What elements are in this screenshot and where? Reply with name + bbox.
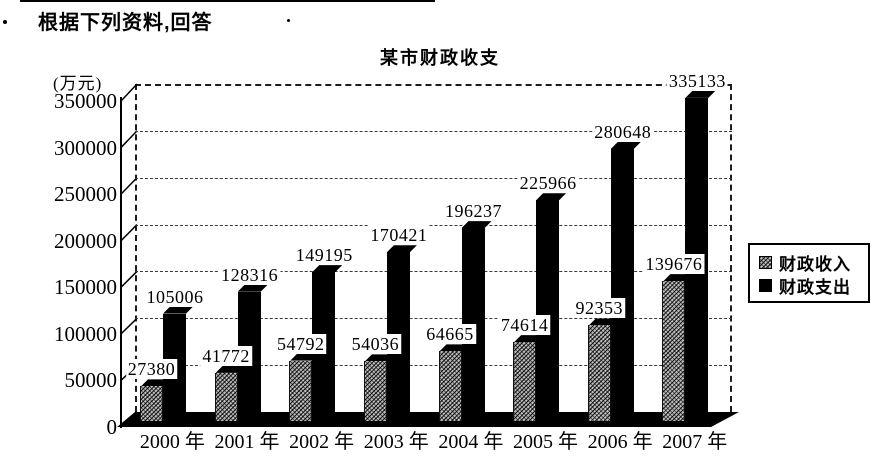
y-tick-label-150000: 150000: [54, 275, 117, 300]
y-tick-label-200000: 200000: [54, 228, 117, 253]
x-tick-label-2003: 2003 年: [363, 431, 429, 453]
legend-item-revenue: 财政收入: [759, 251, 868, 274]
chart-title: 某市财政收支: [380, 48, 500, 68]
expenditure-swatch-icon: [759, 279, 772, 292]
x-tick-label-2005: 2005 年: [512, 431, 578, 453]
value-label-expenditure-2001: 128316: [219, 264, 281, 285]
value-label-revenue-2007: 139676: [643, 254, 705, 275]
y-tick-label-350000: 350000: [54, 89, 117, 113]
bar-top-face: [440, 344, 470, 351]
y-tick-label-50000: 50000: [64, 368, 118, 393]
x-tick-label-2001: 2001 年: [214, 431, 280, 453]
bar-revenue-2007: [662, 281, 685, 421]
value-label-expenditure-2002: 149195: [293, 245, 355, 266]
bar-top-face: [141, 379, 171, 386]
legend: 财政收入 财政支出: [748, 243, 870, 303]
scan-artifact-line: [20, 0, 435, 2]
value-label-expenditure-2000: 105006: [144, 286, 206, 307]
bar-top-face: [163, 307, 193, 314]
y-tick-label-300000: 300000: [54, 135, 117, 160]
bar-revenue-2003: [363, 361, 387, 421]
revenue-swatch-icon: [759, 256, 772, 269]
gridline-100000: [135, 318, 732, 320]
bar-revenue-2002: [289, 361, 312, 421]
value-label-revenue-2001: 41772: [200, 345, 252, 366]
x-tick-label-2002: 2002 年: [289, 431, 355, 453]
legend-item-expenditure: 财政支出: [759, 274, 868, 297]
gridline-300000: [135, 130, 732, 132]
value-label-expenditure-2006: 280648: [592, 121, 654, 142]
y-tick-label-250000: 250000: [54, 182, 117, 207]
legend-label-revenue: 财政收入: [779, 255, 851, 274]
x-tick-label-2004: 2004 年: [438, 431, 504, 453]
value-label-revenue-2003: 54036: [349, 334, 402, 355]
value-label-revenue-2000: 27380: [125, 359, 178, 380]
legend-label-expenditure: 财政支出: [779, 278, 851, 297]
bar-top-face: [290, 354, 320, 361]
gridline-200000: [135, 224, 732, 226]
x-tick-label-2007: 2007 年: [662, 431, 728, 453]
y-tick-label-100000: 100000: [54, 321, 117, 346]
bar-expenditure-2006: [610, 149, 634, 421]
plot-back-wall: [135, 84, 732, 412]
bar-revenue-2000: [140, 386, 163, 421]
value-label-expenditure-2005: 225966: [517, 173, 579, 194]
bar-top-face: [514, 335, 544, 342]
scan-speck: [3, 20, 7, 24]
gridline-50000: [135, 365, 732, 367]
x-tick-label-2000: 2000 年: [139, 431, 205, 453]
bar-top-face: [462, 221, 492, 228]
x-tick-label-2006: 2006 年: [587, 431, 653, 453]
bar-top-face: [536, 193, 566, 200]
value-label-revenue-2005: 74614: [498, 315, 551, 336]
value-label-expenditure-2004: 196237: [443, 201, 504, 222]
value-label-revenue-2004: 64665: [424, 324, 476, 345]
y-axis-unit-label: (万元): [53, 74, 103, 93]
bar-top-face: [238, 285, 268, 292]
y-tick-label-0: 0: [106, 415, 118, 439]
value-label-expenditure-2003: 170421: [368, 225, 430, 246]
bar-expenditure-2005: [536, 200, 559, 421]
value-label-revenue-2002: 54792: [275, 333, 327, 354]
gridline-250000: [135, 177, 732, 179]
bar-top-face: [387, 245, 417, 252]
scan-speck: [287, 19, 290, 22]
bar-top-face: [365, 354, 395, 361]
bar-top-face: [685, 91, 715, 98]
bar-top-face: [589, 318, 619, 325]
bar-revenue-2004: [438, 351, 462, 421]
page-heading: 根据下列资料,回答: [38, 12, 213, 34]
value-label-revenue-2006: 92353: [573, 298, 625, 319]
gridline-150000: [135, 271, 732, 273]
bar-top-face: [312, 265, 342, 272]
value-label-expenditure-2007: 335133: [666, 70, 728, 91]
bar-top-face: [611, 142, 641, 149]
bar-revenue-2006: [587, 325, 611, 421]
bar-revenue-2005: [513, 342, 536, 421]
bar-top-face: [216, 366, 246, 373]
bar-revenue-2001: [214, 373, 238, 421]
bar-top-face: [663, 274, 693, 281]
